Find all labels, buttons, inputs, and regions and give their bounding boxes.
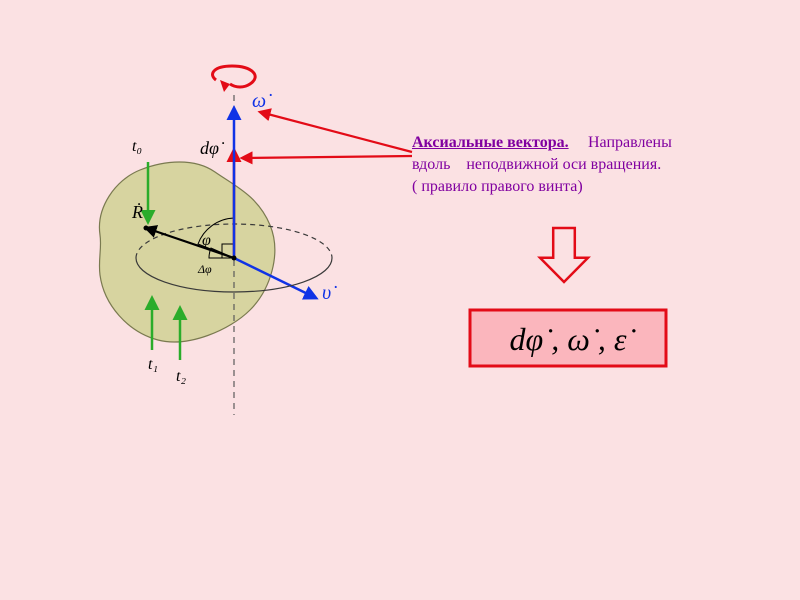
equation-text: dφ̇ , ω̇ , ε̇ (510, 321, 637, 357)
origin-point (232, 256, 237, 261)
radius-tip-point (144, 226, 149, 231)
